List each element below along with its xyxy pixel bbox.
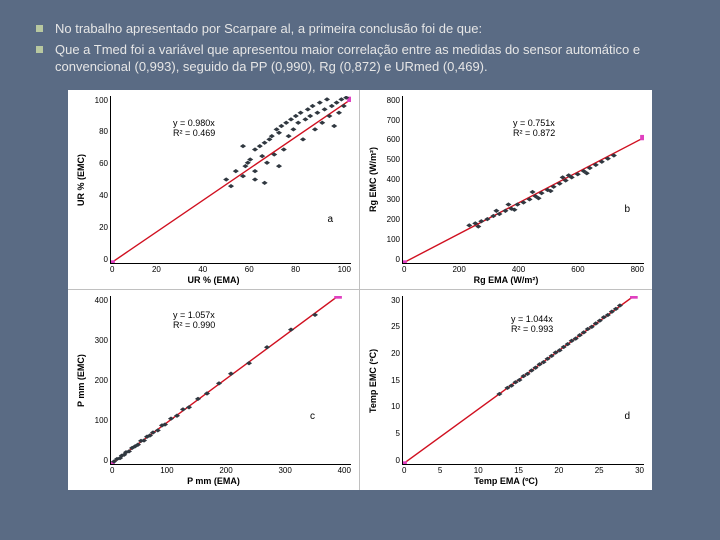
x-axis-label: Temp EMA (ºC) (368, 476, 644, 486)
y-axis-label: UR % (EMC) (76, 96, 88, 264)
chart-panel-c: P mm (EMC)4003002001000y = 1.057xR² = 0.… (68, 290, 360, 490)
panel-letter: c (310, 411, 315, 422)
square-bullet-icon (36, 46, 43, 53)
plot-area: y = 1.044xR² = 0.993 d (402, 296, 644, 465)
x-axis-ticks: 051015202530 (402, 465, 644, 475)
y-axis-label: Temp EMC (ºC) (368, 296, 380, 465)
bullet-list: No trabalho apresentado por Scarpare al,… (36, 20, 684, 76)
slide: No trabalho apresentado por Scarpare al,… (0, 0, 720, 540)
chart-panel-d: Temp EMC (ºC)302520151050y = 1.044xR² = … (360, 290, 652, 490)
bullet-text: No trabalho apresentado por Scarpare al,… (55, 20, 482, 38)
bullet-item: Que a Tmed foi a variável que apresentou… (36, 41, 684, 76)
equation-annotation: y = 1.044xR² = 0.993 (511, 314, 553, 335)
x-axis-label: Rg EMA (W/m²) (368, 275, 644, 285)
x-axis-label: UR % (EMA) (76, 275, 351, 285)
y-axis-ticks: 4003002001000 (88, 296, 110, 465)
y-axis-ticks: 8007006005004003002001000 (380, 96, 402, 264)
panel-letter: b (624, 204, 630, 215)
chart-panel-b: Rg EMC (W/m²)8007006005004003002001000y … (360, 90, 652, 290)
x-axis-ticks: 0100200300400 (110, 465, 351, 475)
panel-letter: d (624, 411, 630, 422)
x-axis-ticks: 0200400600800 (402, 264, 644, 274)
equation-annotation: y = 0.751xR² = 0.872 (513, 118, 555, 139)
chart-panel-a: UR % (EMC)100806040200y = 0.980xR² = 0.4… (68, 90, 360, 290)
square-bullet-icon (36, 25, 43, 32)
x-axis-ticks: 020406080100 (110, 264, 351, 274)
plot-area: y = 1.057xR² = 0.990 c (110, 296, 351, 465)
x-axis-label: P mm (EMA) (76, 476, 351, 486)
bullet-item: No trabalho apresentado por Scarpare al,… (36, 20, 684, 38)
y-axis-label: P mm (EMC) (76, 296, 88, 465)
charts-grid: UR % (EMC)100806040200y = 0.980xR² = 0.4… (68, 90, 652, 490)
bullet-text: Que a Tmed foi a variável que apresentou… (55, 41, 684, 76)
equation-annotation: y = 0.980xR² = 0.469 (173, 118, 215, 139)
plot-area: y = 0.751xR² = 0.872 b (402, 96, 644, 264)
y-axis-label: Rg EMC (W/m²) (368, 96, 380, 264)
y-axis-ticks: 302520151050 (380, 296, 402, 465)
panel-letter: a (327, 214, 333, 225)
equation-annotation: y = 1.057xR² = 0.990 (173, 310, 215, 331)
y-axis-ticks: 100806040200 (88, 96, 110, 264)
plot-area: y = 0.980xR² = 0.469 a (110, 96, 351, 264)
